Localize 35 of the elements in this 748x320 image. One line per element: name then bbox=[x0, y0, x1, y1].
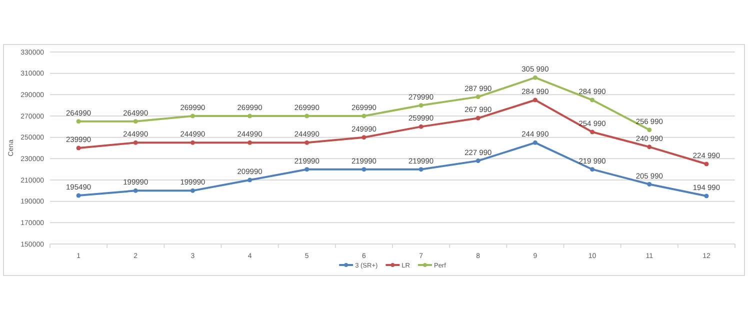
point bbox=[76, 193, 81, 198]
point bbox=[133, 188, 138, 193]
point bbox=[362, 167, 366, 172]
point bbox=[190, 114, 195, 118]
point bbox=[532, 75, 538, 80]
point bbox=[418, 167, 424, 172]
point bbox=[76, 146, 81, 150]
point bbox=[190, 140, 195, 145]
point bbox=[362, 114, 366, 118]
point bbox=[304, 114, 310, 118]
point bbox=[190, 188, 195, 193]
point bbox=[248, 140, 252, 145]
point bbox=[590, 130, 595, 134]
point bbox=[647, 144, 652, 150]
point bbox=[532, 98, 538, 102]
point bbox=[248, 178, 252, 182]
point bbox=[704, 194, 709, 198]
point bbox=[304, 140, 310, 145]
point bbox=[476, 94, 480, 100]
point bbox=[647, 182, 652, 187]
point bbox=[133, 119, 138, 124]
point bbox=[418, 103, 424, 108]
point bbox=[76, 119, 81, 124]
point bbox=[304, 167, 310, 172]
point bbox=[532, 140, 538, 145]
point bbox=[133, 140, 138, 145]
point bbox=[476, 116, 480, 120]
point bbox=[476, 158, 480, 164]
point bbox=[248, 114, 252, 118]
point bbox=[590, 167, 595, 172]
point bbox=[362, 135, 366, 140]
point bbox=[704, 162, 709, 166]
point bbox=[590, 98, 595, 102]
point bbox=[418, 124, 424, 129]
point bbox=[647, 128, 652, 132]
